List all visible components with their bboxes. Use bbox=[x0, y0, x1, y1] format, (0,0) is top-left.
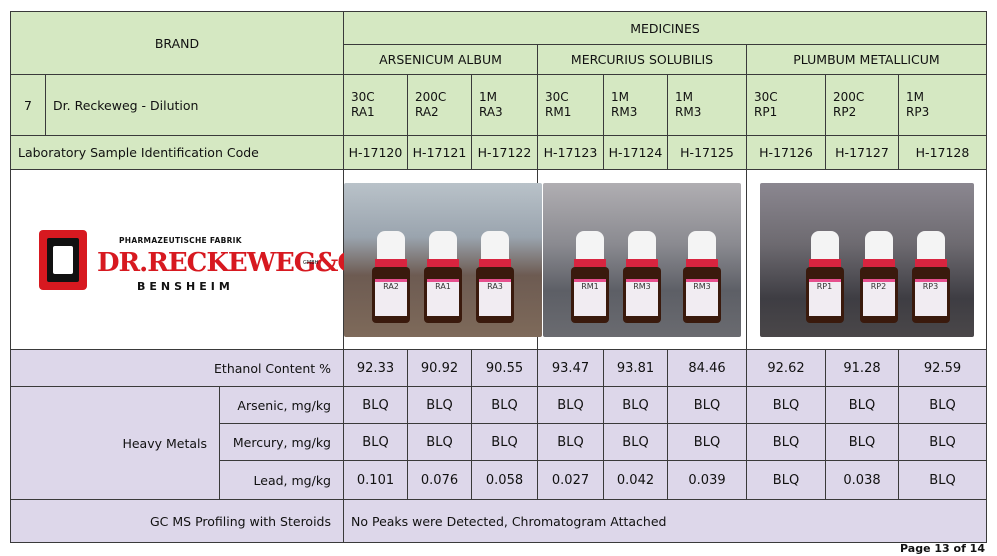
mercury-value: BLQ bbox=[471, 423, 538, 461]
lab-code-label: Laboratory Sample Identification Code bbox=[10, 135, 344, 170]
logo-gmbh: GMBH bbox=[303, 259, 319, 266]
lead-value: BLQ bbox=[898, 460, 987, 500]
brand-header: BRAND bbox=[10, 11, 344, 75]
arsenic-value: BLQ bbox=[667, 386, 747, 424]
bottle-photo: RM1 RM3 RM3 bbox=[543, 182, 741, 337]
ethanol-value: 92.62 bbox=[746, 349, 826, 387]
photo-cell-mercurius: RM1 RM3 RM3 bbox=[537, 169, 747, 350]
lead-value: 0.038 bbox=[825, 460, 899, 500]
logo-line2: DR.RECKEWEG&CO bbox=[97, 247, 380, 278]
ethanol-value: 92.33 bbox=[343, 349, 408, 387]
lab-code: H-17125 bbox=[667, 135, 747, 170]
bottle-photo: RP1 RP2 RP3 bbox=[759, 182, 974, 337]
potency-cell: 200C RP2 bbox=[825, 74, 899, 136]
potency-cell: 1M RP3 bbox=[898, 74, 987, 136]
arsenic-value: BLQ bbox=[407, 386, 472, 424]
results-table: BRAND MEDICINES ARSENICUM ALBUM MERCURIU… bbox=[10, 11, 987, 543]
arsenic-value: BLQ bbox=[898, 386, 987, 424]
mercury-value: BLQ bbox=[667, 423, 747, 461]
mercury-value: BLQ bbox=[746, 423, 826, 461]
page-number: Page 13 of 14 bbox=[900, 542, 985, 555]
arsenic-value: BLQ bbox=[343, 386, 408, 424]
lab-code: H-17122 bbox=[471, 135, 538, 170]
arsenic-value: BLQ bbox=[537, 386, 604, 424]
lab-code: H-17127 bbox=[825, 135, 899, 170]
lab-code: H-17124 bbox=[603, 135, 668, 170]
lab-code: H-17120 bbox=[343, 135, 408, 170]
lead-label: Lead, mg/kg bbox=[219, 460, 344, 500]
mercury-value: BLQ bbox=[343, 423, 408, 461]
potency-cell: 200C RA2 bbox=[407, 74, 472, 136]
arsenic-value: BLQ bbox=[825, 386, 899, 424]
heavy-metals-label: Heavy Metals bbox=[10, 386, 220, 500]
lab-code: H-17126 bbox=[746, 135, 826, 170]
lab-code: H-17121 bbox=[407, 135, 472, 170]
lead-value: 0.101 bbox=[343, 460, 408, 500]
ethanol-value: 91.28 bbox=[825, 349, 899, 387]
medicines-header: MEDICINES bbox=[343, 11, 987, 45]
lead-value: 0.042 bbox=[603, 460, 668, 500]
ethanol-value: 93.47 bbox=[537, 349, 604, 387]
mercury-value: BLQ bbox=[825, 423, 899, 461]
logo-line3: BENSHEIM bbox=[137, 279, 234, 293]
bottle-photo: RA2 RA1 RA3 bbox=[344, 182, 542, 337]
lead-value: 0.076 bbox=[407, 460, 472, 500]
potency-cell: 30C RM1 bbox=[537, 74, 604, 136]
dr-reckeweg-logo: PHARMAZEUTISCHE FABRIK DR.RECKEWEG&CO GM… bbox=[27, 220, 380, 300]
potency-cell: 1M RA3 bbox=[471, 74, 538, 136]
gcms-value: No Peaks were Detected, Chromatogram Att… bbox=[343, 499, 987, 543]
gcms-label: GC MS Profiling with Steroids bbox=[10, 499, 344, 543]
ethanol-value: 92.59 bbox=[898, 349, 987, 387]
lab-code: H-17123 bbox=[537, 135, 604, 170]
group-header-mercurius: MERCURIUS SOLUBILIS bbox=[537, 44, 747, 75]
ethanol-value: 90.92 bbox=[407, 349, 472, 387]
mercury-value: BLQ bbox=[407, 423, 472, 461]
lead-value: 0.027 bbox=[537, 460, 604, 500]
potency-cell: 1M RM3 bbox=[603, 74, 668, 136]
mercury-label: Mercury, mg/kg bbox=[219, 423, 344, 461]
mercury-value: BLQ bbox=[603, 423, 668, 461]
photo-cell-arsenicum: RA2 RA1 RA3 bbox=[343, 169, 542, 350]
logo-line1: PHARMAZEUTISCHE FABRIK bbox=[119, 235, 242, 245]
arsenic-label: Arsenic, mg/kg bbox=[219, 386, 344, 424]
mercury-value: BLQ bbox=[537, 423, 604, 461]
arsenic-value: BLQ bbox=[746, 386, 826, 424]
brand-logo-cell: PHARMAZEUTISCHE FABRIK DR.RECKEWEG&CO GM… bbox=[10, 169, 380, 350]
ethanol-value: 90.55 bbox=[471, 349, 538, 387]
lead-value: 0.039 bbox=[667, 460, 747, 500]
ethanol-value: 93.81 bbox=[603, 349, 668, 387]
brand-name: Dr. Reckeweg - Dilution bbox=[45, 74, 344, 136]
group-header-plumbum: PLUMBUM METALLICUM bbox=[746, 44, 987, 75]
logo-mark-icon bbox=[39, 229, 87, 290]
lead-value: 0.058 bbox=[471, 460, 538, 500]
row-number: 7 bbox=[10, 74, 46, 136]
lab-code: H-17128 bbox=[898, 135, 987, 170]
group-header-arsenicum: ARSENICUM ALBUM bbox=[343, 44, 538, 75]
arsenic-value: BLQ bbox=[471, 386, 538, 424]
ethanol-value: 84.46 bbox=[667, 349, 747, 387]
potency-cell: 1M RM3 bbox=[667, 74, 747, 136]
lead-value: BLQ bbox=[746, 460, 826, 500]
potency-cell: 30C RA1 bbox=[343, 74, 408, 136]
arsenic-value: BLQ bbox=[603, 386, 668, 424]
photo-cell-plumbum: RP1 RP2 RP3 bbox=[746, 169, 987, 350]
ethanol-label: Ethanol Content % bbox=[10, 349, 344, 387]
mercury-value: BLQ bbox=[898, 423, 987, 461]
potency-cell: 30C RP1 bbox=[746, 74, 826, 136]
